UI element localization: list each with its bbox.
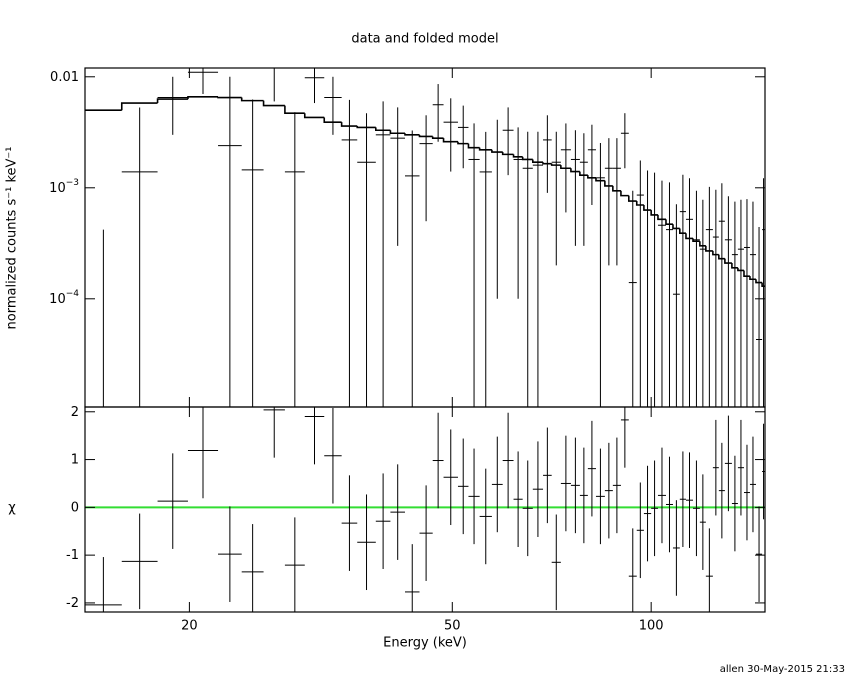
x-tick-label: 20: [181, 619, 198, 634]
y-tick-label-base: 10: [49, 291, 66, 306]
model-step: [743, 270, 750, 277]
model-step: [521, 156, 533, 161]
model-step: [570, 168, 580, 173]
model-step: [404, 133, 420, 136]
model-step: [512, 154, 523, 158]
y-axis-label: normalized counts s⁻¹ keV⁻¹: [5, 147, 20, 330]
chart-title: data and folded model: [351, 32, 498, 47]
bottom-plot: [85, 407, 765, 612]
model-step: [604, 180, 613, 187]
x-axis-label: Energy (keV): [383, 636, 467, 651]
model-step: [650, 210, 658, 216]
model-step: [478, 147, 492, 151]
model-step: [560, 165, 571, 170]
y-tick-label-base: 10: [49, 180, 66, 195]
model-step: [501, 152, 514, 156]
y-tick-label: 1: [71, 452, 79, 467]
model-step: [712, 250, 719, 256]
model-step: [718, 254, 725, 260]
model-step: [595, 177, 605, 182]
y-tick-label: 0: [71, 500, 79, 515]
model-step: [724, 258, 732, 264]
y-tick-label-base: 0: [71, 500, 79, 515]
x-tick-label: 50: [444, 619, 461, 634]
y-tick-label-base: -2: [66, 595, 79, 610]
y-tick-label: 2: [71, 404, 79, 419]
x-tick-label: 100: [639, 619, 664, 634]
model-step: [587, 175, 596, 179]
model-step: [467, 143, 480, 149]
plot-frame: [84, 67, 766, 408]
plot-frame: [84, 406, 766, 613]
model-step: [442, 138, 458, 143]
model-step: [375, 127, 391, 132]
model-step: [672, 224, 680, 230]
model-step: [340, 122, 358, 127]
model-step: [737, 267, 744, 272]
model-step: [692, 238, 700, 243]
model-step: [187, 96, 219, 100]
model-step: [303, 113, 325, 119]
y-tick-label-base: 0.01: [50, 69, 79, 84]
model-step: [431, 136, 444, 139]
model-step: [240, 97, 264, 102]
model-step: [491, 149, 503, 153]
footer: allen 30-May-2015 21:33: [720, 664, 845, 675]
model-step: [612, 185, 621, 192]
model-step: [685, 233, 694, 240]
y-tick-label-base: 2: [71, 404, 79, 419]
y-tick-label-base: 1: [71, 452, 79, 467]
y-axis-label: χ: [8, 501, 16, 516]
model-step: [156, 98, 188, 104]
model-step: [731, 263, 738, 269]
model-step: [323, 117, 342, 123]
model-step: [217, 96, 242, 99]
model-step: [705, 245, 713, 252]
y-tick-label-exponent: −3: [66, 177, 79, 187]
model-step: [389, 130, 405, 135]
y-tick-label-exponent: −4: [66, 288, 80, 298]
model-step: [356, 126, 376, 129]
model-step: [643, 204, 652, 211]
y-tick-label: 10−4: [49, 288, 79, 306]
model-step: [761, 282, 765, 287]
model-step: [284, 105, 305, 114]
model-step: [457, 141, 469, 145]
model-step: [120, 102, 158, 111]
model-step: [579, 171, 588, 176]
model-step: [550, 163, 561, 166]
model-step: [657, 214, 666, 221]
model-step: [542, 162, 552, 165]
model-step: [418, 134, 433, 138]
y-tick-label-base: -1: [66, 548, 79, 563]
y-tick-label: 0.01: [50, 69, 79, 84]
model-step: [627, 195, 637, 202]
y-tick-label: 10−3: [49, 177, 79, 195]
model-step: [699, 241, 706, 247]
model-step: [620, 190, 629, 197]
y-tick-label: -2: [66, 595, 79, 610]
top-plot: [85, 68, 765, 407]
model-step: [635, 201, 644, 206]
model-step: [679, 228, 686, 234]
model-step: [262, 100, 285, 107]
model-step: [532, 159, 544, 164]
model-step: [755, 279, 763, 284]
model-step: [749, 276, 756, 281]
y-tick-label: -1: [66, 548, 79, 563]
model-step: [665, 219, 673, 225]
